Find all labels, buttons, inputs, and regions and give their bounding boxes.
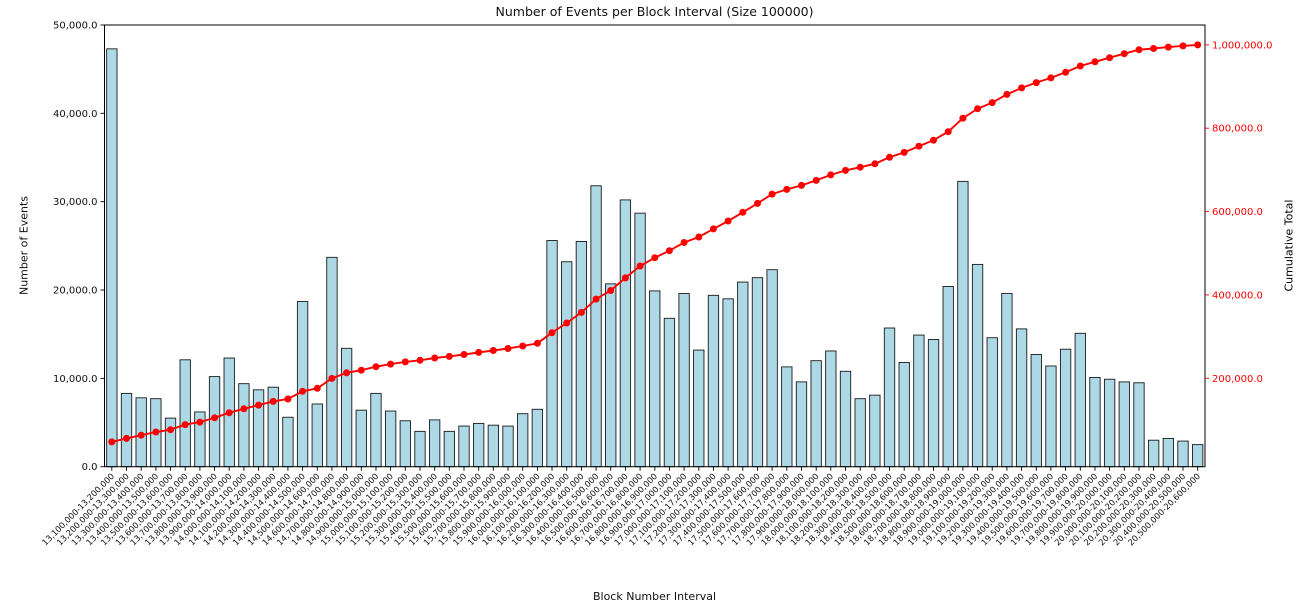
svg-text:400,000.0: 400,000.0 <box>1212 290 1263 301</box>
x-axis-label: Block Number Interval <box>592 590 717 603</box>
svg-text:40,000.0: 40,000.0 <box>53 109 98 120</box>
svg-text:600,000.0: 600,000.0 <box>1212 207 1263 218</box>
svg-text:200,000.0: 200,000.0 <box>1212 374 1263 385</box>
svg-text:1,000,000.0: 1,000,000.0 <box>1212 40 1272 51</box>
svg-text:800,000.0: 800,000.0 <box>1212 124 1263 135</box>
svg-text:0.0: 0.0 <box>82 462 98 473</box>
svg-text:30,000.0: 30,000.0 <box>53 197 98 208</box>
svg-text:50,000.0: 50,000.0 <box>53 21 98 32</box>
svg-text:20,000.0: 20,000.0 <box>53 286 98 297</box>
chart-title: Number of Events per Block Interval (Siz… <box>495 4 814 19</box>
y-axis-label-left: Number of Events <box>17 195 31 296</box>
y-axis-label-right: Cumulative Total <box>1282 199 1296 292</box>
svg-text:10,000.0: 10,000.0 <box>53 374 98 385</box>
